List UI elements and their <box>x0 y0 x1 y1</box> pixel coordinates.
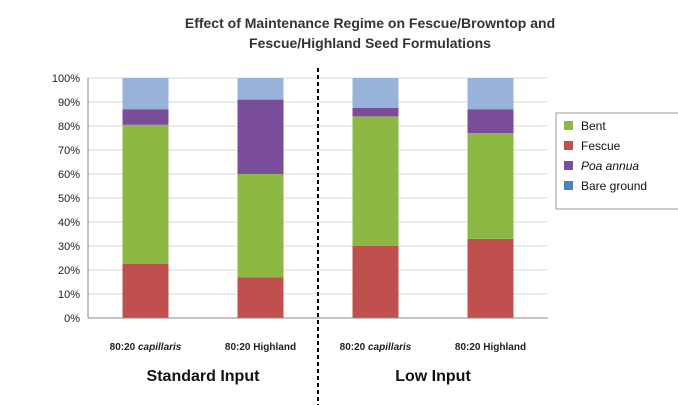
bar-segment-fescue <box>237 277 284 318</box>
x-category-label: 80:20 Highland <box>455 342 526 353</box>
legend-swatch <box>564 181 573 190</box>
bar-segment-bent <box>122 124 169 264</box>
y-tick-label: 50% <box>58 193 80 205</box>
x-category-label: 80:20 capillaris <box>340 342 412 353</box>
x-category-label: 80:20 Highland <box>225 342 296 353</box>
x-axis-group-labels: Standard Input Low Input <box>147 368 472 385</box>
legend-box <box>555 112 678 210</box>
x-group-label: Low Input <box>395 368 471 385</box>
bar-segment-poa-annua <box>122 109 169 125</box>
bar-stacks <box>122 78 514 318</box>
bar-segment-top <box>467 78 514 110</box>
legend-label: Bare ground <box>581 179 647 193</box>
bar-segment-fescue <box>467 238 514 318</box>
y-tick-label: 60% <box>58 169 80 181</box>
bar-segment-fescue <box>352 246 399 318</box>
y-tick-label: 40% <box>58 217 80 229</box>
y-tick-label: 80% <box>58 121 80 133</box>
y-tick-label: 30% <box>58 241 80 253</box>
bar-segment-poa-annua <box>237 99 284 174</box>
bar-segment-top <box>352 78 399 108</box>
y-tick-label: 90% <box>58 97 80 109</box>
bar-segment-bent <box>352 116 399 247</box>
y-tick-label: 0% <box>64 313 80 325</box>
legend: Bent Fescue Poa annua Bare ground <box>564 119 647 193</box>
y-tick-label: 100% <box>52 73 80 85</box>
bar-segment-bent <box>237 174 284 278</box>
bar-segment-fescue <box>122 264 169 318</box>
legend-swatch <box>564 141 573 150</box>
bar-segment-top <box>122 78 169 110</box>
x-category-label: 80:20 capillaris <box>110 342 182 353</box>
bar-segment-poa-annua <box>467 109 514 134</box>
bar-segment-top <box>237 78 284 100</box>
y-tick-label: 10% <box>58 289 80 301</box>
x-group-label: Standard Input <box>147 368 261 385</box>
y-tick-label: 70% <box>58 145 80 157</box>
legend-label: Bent <box>581 119 606 133</box>
chart-title-line-2: Fescue/Highland Seed Formulations <box>249 35 491 51</box>
chart-title-line-1: Effect of Maintenance Regime on Fescue/B… <box>185 15 555 31</box>
bar-segment-poa-annua <box>352 108 399 117</box>
legend-label: Fescue <box>581 139 621 153</box>
x-axis-category-labels: 80:20 capillaris 80:20 Highland 80:20 capi… <box>110 342 526 353</box>
legend-swatch <box>564 121 573 130</box>
legend-label: Poa annua <box>581 159 639 173</box>
y-axis-tick-labels: 0% 10% 20% 30% 40% 50% 60% 70% 80% 90% 100% <box>52 73 80 325</box>
y-tick-label: 20% <box>58 265 80 277</box>
legend-swatch <box>564 161 573 170</box>
bar-segment-bent <box>467 133 514 239</box>
